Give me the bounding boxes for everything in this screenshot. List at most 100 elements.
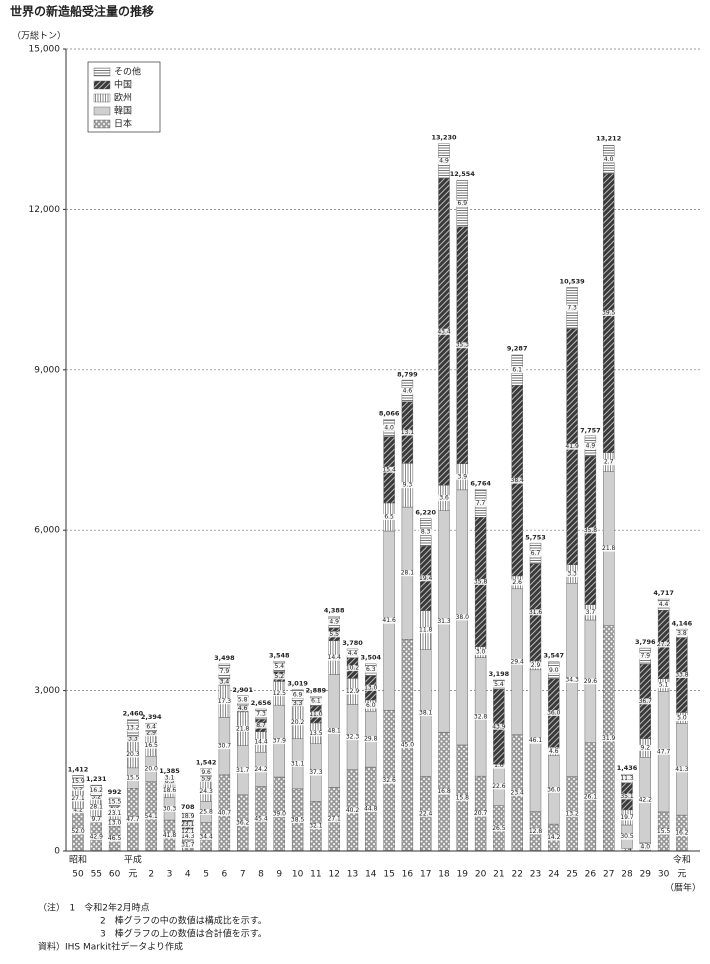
data-label: 46.5 xyxy=(108,835,122,842)
label-bg xyxy=(180,828,195,835)
data-label: 7.3 xyxy=(567,305,577,312)
data-label: 5.5 xyxy=(329,631,339,638)
total-label: 3,796 xyxy=(635,638,656,646)
total-label: 12,554 xyxy=(450,170,476,178)
label-bg xyxy=(418,575,433,582)
label-bg xyxy=(601,545,616,552)
data-label: 3.1 xyxy=(165,775,175,782)
data-label: 15.5 xyxy=(126,775,140,782)
label-bg xyxy=(308,711,323,718)
label-bg xyxy=(235,767,250,774)
data-label: 31.7 xyxy=(236,767,250,774)
data-label: 16.8 xyxy=(437,788,451,795)
label-bg xyxy=(455,794,470,801)
data-label: 48.1 xyxy=(328,727,342,734)
data-label: 39.0 xyxy=(273,811,287,818)
data-label: 30.3 xyxy=(163,805,177,812)
label-bg xyxy=(254,738,268,745)
data-label: 8.7 xyxy=(256,722,266,729)
data-label: 11.3 xyxy=(620,775,634,782)
label-bg xyxy=(491,681,506,688)
data-label: 24.3 xyxy=(199,788,213,795)
data-label: 31.3 xyxy=(437,618,451,625)
label-bg xyxy=(546,834,561,841)
label-bg xyxy=(455,614,470,621)
data-label: 39.5 xyxy=(602,310,616,317)
data-label: 28.1 xyxy=(90,804,104,811)
data-label: 3.9 xyxy=(458,473,468,480)
x-tick-label: 元 xyxy=(677,870,686,880)
data-label: 3.4 xyxy=(622,846,632,853)
data-label: 16.5 xyxy=(145,742,159,749)
label-bg xyxy=(71,807,85,814)
data-label: 7.3 xyxy=(256,711,266,718)
label-bg xyxy=(363,702,378,709)
x-tick-label: 23 xyxy=(530,870,541,880)
x-tick-label: 9 xyxy=(276,870,282,880)
label-bg xyxy=(235,705,250,712)
data-label: 14.3 xyxy=(181,833,195,840)
data-label: 23.1 xyxy=(108,810,122,817)
label-bg xyxy=(199,769,214,776)
label-bg xyxy=(382,466,397,473)
total-label: 8,799 xyxy=(397,371,418,379)
label-bg xyxy=(162,805,177,812)
label-bg xyxy=(583,793,598,800)
label-bg xyxy=(89,804,104,811)
data-label: 32.8 xyxy=(474,713,488,720)
x-tick-label: 29 xyxy=(640,870,652,880)
label-bg xyxy=(107,803,122,810)
total-label: 2,901 xyxy=(232,686,253,694)
x-tick-label: 7 xyxy=(240,870,246,880)
data-label: 31.6 xyxy=(529,609,543,616)
data-label: 11.0 xyxy=(309,711,323,718)
total-label: 6,764 xyxy=(470,479,491,487)
label-bg xyxy=(144,813,159,820)
label-bg xyxy=(473,810,488,817)
data-label: 12.1 xyxy=(181,828,195,835)
label-bg xyxy=(674,630,689,637)
label-bg xyxy=(656,828,671,835)
data-label: 20.2 xyxy=(291,719,305,726)
label-bg xyxy=(290,760,305,767)
data-label: 21.8 xyxy=(236,725,250,732)
total-label: 1,385 xyxy=(159,767,180,775)
label-bg xyxy=(199,775,214,782)
data-label: 13.5 xyxy=(309,730,323,737)
data-label: 54.1 xyxy=(145,813,159,820)
note: 資料）IHS Markit社データより作成 xyxy=(38,941,183,953)
data-label: 6.4 xyxy=(146,724,156,731)
total-label: 1,231 xyxy=(86,775,107,783)
data-label: 30.7 xyxy=(218,743,232,750)
label-bg xyxy=(674,766,689,773)
label-bg xyxy=(217,743,232,750)
x-tick-label: 5 xyxy=(203,870,209,880)
data-label: 29.4 xyxy=(511,658,525,665)
data-label: 13.2 xyxy=(126,725,140,732)
label-bg xyxy=(199,833,214,840)
data-label: 32.3 xyxy=(346,734,360,741)
label-bg xyxy=(437,618,451,625)
data-label: 35.8 xyxy=(474,578,488,585)
total-label: 9,287 xyxy=(507,344,528,352)
x-tick-label: 50 xyxy=(72,870,84,880)
legend-swatch xyxy=(93,119,111,129)
label-bg xyxy=(510,477,525,484)
data-label: 36.7 xyxy=(639,698,653,705)
data-label: 38.0 xyxy=(456,614,470,621)
legend-swatch xyxy=(93,80,111,90)
data-label: 38.1 xyxy=(419,710,433,717)
total-label: 10,539 xyxy=(560,278,586,286)
data-label: 5.4 xyxy=(275,663,285,670)
x-tick-label: 17 xyxy=(420,870,431,880)
data-label: 34.4 xyxy=(199,833,213,840)
total-label: 992 xyxy=(108,788,122,796)
data-label: 4.6 xyxy=(549,748,559,755)
data-label: 18.6 xyxy=(163,787,177,794)
label-bg xyxy=(327,631,342,638)
data-label: 3.8 xyxy=(677,630,687,637)
label-bg xyxy=(674,714,689,721)
label-bg xyxy=(418,710,433,717)
label-bg xyxy=(345,807,360,814)
data-label: 4.4 xyxy=(659,601,669,608)
